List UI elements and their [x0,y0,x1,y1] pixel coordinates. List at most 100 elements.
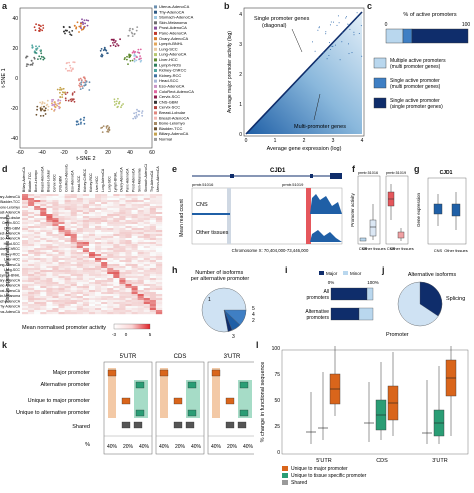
heatmap-cell [125,194,132,197]
heatmap-cell [95,260,102,263]
heatmap-col-label: Bladder-TCC [28,172,32,192]
heatmap-cell [58,250,65,253]
heatmap-cell [70,302,77,305]
heatmap-cell [40,254,47,257]
heatmap-cell [82,262,90,265]
heatmap-cell [28,266,35,269]
heatmap-cell [113,292,120,295]
heatmap-col-label: Thy-AdenoCA [150,170,154,192]
heatmap-cell [52,264,59,267]
heatmap-cell [82,290,90,293]
heatmap-cell [125,252,132,255]
k-segment [187,381,197,389]
heatmap-cell [101,312,108,315]
heatmap-cell [101,240,108,243]
heatmap-cell [70,246,77,249]
major-minor-bars: Major Minor 0% 100% All promoters Alterna… [305,271,379,321]
heatmap-cell [101,216,108,219]
heatmap-cell [82,280,90,283]
panel-label-a: a [2,1,8,11]
heatmap-cell [22,300,29,303]
heatmap-cell [76,306,84,309]
heatmap-cell [70,230,77,233]
heatmap-cell [52,196,59,199]
heatmap-cell [64,288,71,291]
heatmap-col-label: Lung-AdenoCA [101,168,105,192]
heatmap-cell [40,278,47,281]
heatmap-cell [149,236,157,239]
tsne-point [42,58,45,61]
heatmap-cell [143,238,151,241]
legend-swatch [154,26,157,30]
heatmap-cell [95,296,102,299]
tsne-point [138,58,141,61]
heatmap-cell [76,288,84,291]
tsne-point [59,96,62,99]
heatmap-cell [149,240,157,243]
heatmap-cell [113,230,120,233]
heatmap-cell [88,204,96,207]
heatmap-cell [82,274,90,277]
heatmap-cell [137,284,144,287]
heatmap-cell [40,194,47,197]
heatmap-cell [137,272,144,275]
heatmap-cell [46,268,53,271]
heatmap-cell [137,264,144,267]
heatmap-cell [155,310,163,313]
tsne-point [110,38,113,41]
heatmap-cell [95,274,102,277]
k-alt-bar [186,380,200,418]
heatmap-cell [34,194,41,197]
heatmap-cell [125,234,132,237]
heatmap-cell [64,274,71,277]
heatmap-cell [28,310,35,313]
legend-swatch [154,100,157,104]
heatmap-cell [52,198,59,201]
heatmap-cell [58,202,65,205]
tsne-point [71,92,74,95]
tsne-point [69,67,72,69]
heatmap-cell [28,240,35,243]
heatmap-cell [137,224,144,227]
heatmap-cell [143,258,151,261]
heatmap-cell [52,220,59,223]
tsne-point [85,19,88,21]
heatmap-cell [88,248,96,251]
k-segment [135,409,145,417]
heatmap-cell [28,294,35,297]
heatmap-cell [64,306,71,309]
heatmap-cell [143,260,151,263]
heatmap-cell [95,302,102,305]
heatmap-cell [119,296,126,299]
heatmap-cell [34,258,41,261]
heatmap-cell [125,258,132,261]
heatmap-cell [22,274,29,277]
heatmap-cell [34,196,41,199]
tsne-point [117,97,119,100]
heatmap-cell [34,256,41,259]
heatmap-cell [125,212,132,215]
scatter-ytick: 1 [239,102,242,108]
heatmap-cell [64,224,71,227]
l-legend-label: Unique to major promoter [291,466,348,472]
heatmap-cell [137,212,144,215]
heatmap-cell [52,270,59,273]
heatmap-cell [95,284,102,287]
tsne-point [69,98,72,101]
heatmap-cell [64,310,71,313]
scatter-xtick: 1 [274,138,277,144]
panel-label-i: i [285,265,288,275]
heatmap-cell [34,264,41,267]
scatter-ytick: 2 [239,72,242,78]
heatmap-cell [107,292,114,295]
l-ytick: 0 [277,450,280,456]
heatmap-cell [125,296,132,299]
heatmap-cell [70,208,77,211]
heatmap-cell [119,256,126,259]
k-segment [211,369,221,377]
heatmap-cell [70,198,77,201]
heatmap-cell [22,242,29,245]
tsne-point [83,122,86,125]
heatmap-cell [125,262,132,265]
heatmap-cell [113,262,120,265]
